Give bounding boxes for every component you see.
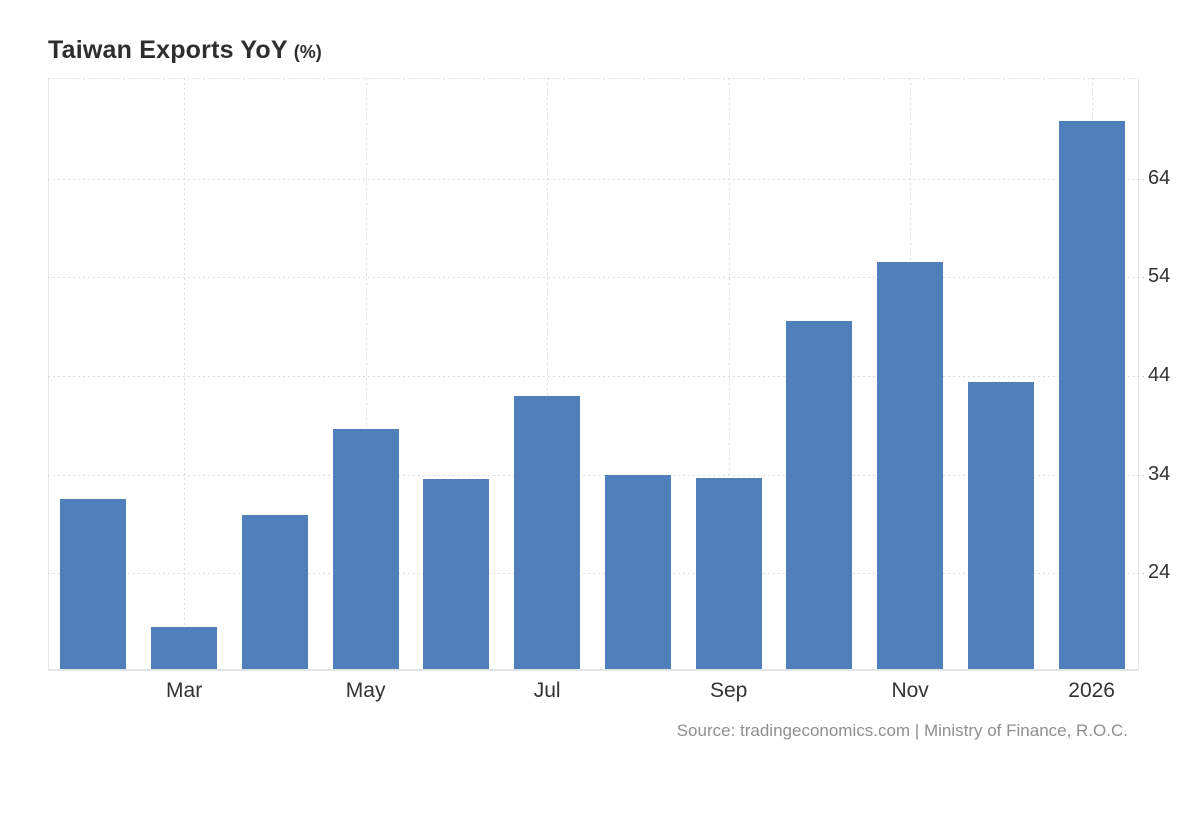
y-tick-mark — [1137, 375, 1147, 377]
y-tick-mark — [1137, 573, 1147, 575]
y-tick-mark — [1137, 277, 1147, 279]
x-gridline — [547, 78, 549, 670]
bar-dec[interactable] — [967, 381, 1034, 670]
bar-aug[interactable] — [604, 474, 671, 670]
x-gridline — [184, 78, 186, 670]
x-axis-label: Jul — [533, 679, 561, 702]
x-gridline — [365, 78, 367, 670]
plot-area — [48, 78, 1139, 670]
x-axis-label: Nov — [891, 679, 929, 702]
y-axis-label: 44 — [1148, 364, 1171, 387]
bar-jun[interactable] — [423, 478, 490, 670]
y-axis-label: 64 — [1148, 166, 1171, 189]
y-axis-label: 24 — [1148, 561, 1171, 584]
x-axis-label: Sep — [709, 679, 748, 702]
bar-sep[interactable] — [695, 477, 762, 670]
chart-title-unit: (%) — [293, 42, 322, 62]
y-axis-label: 34 — [1148, 462, 1171, 485]
chart-title: Taiwan Exports YoY (%) — [48, 36, 322, 65]
y-axis-label: 54 — [1148, 265, 1171, 288]
bar-oct[interactable] — [786, 320, 853, 670]
y-tick-mark — [1137, 178, 1147, 180]
y-tick-mark — [1137, 474, 1147, 476]
bar-may[interactable] — [332, 429, 399, 670]
plot-top-border — [48, 78, 1137, 79]
y-gridline — [48, 573, 1137, 575]
y-gridline — [48, 375, 1137, 377]
bar-nov[interactable] — [877, 261, 944, 670]
y-gridline — [48, 474, 1137, 476]
bar-mar[interactable] — [151, 626, 218, 670]
x-axis-label: 2026 — [1068, 679, 1115, 702]
chart-title-text: Taiwan Exports YoY — [48, 36, 288, 64]
y-gridline — [48, 277, 1137, 279]
source-attribution: Source: tradingeconomics.com | Ministry … — [676, 721, 1128, 740]
bar-jan[interactable] — [1058, 121, 1125, 670]
bar-jul[interactable] — [514, 395, 581, 670]
y-gridline — [48, 178, 1137, 180]
x-axis-baseline — [48, 669, 1138, 671]
bar-feb[interactable] — [60, 499, 127, 670]
x-axis-label: May — [345, 679, 386, 702]
bar-apr[interactable] — [241, 515, 308, 670]
x-gridline — [728, 78, 730, 670]
x-axis-label: Mar — [166, 679, 203, 702]
